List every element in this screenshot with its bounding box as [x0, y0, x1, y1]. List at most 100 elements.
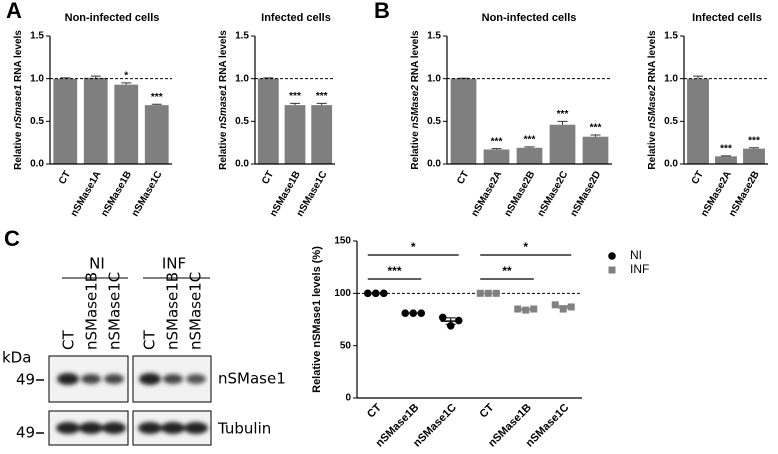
legend-marker — [608, 252, 616, 260]
label-part: nSMase2 — [647, 85, 658, 129]
bar — [516, 147, 543, 164]
marker-label: 49 — [16, 424, 35, 442]
label-part: Relative — [218, 129, 229, 170]
bar — [715, 156, 737, 164]
bar — [483, 149, 510, 164]
significance-label: *** — [557, 109, 569, 120]
chart-title: Infected cells — [261, 12, 331, 24]
x-tick-label: nSMase2A — [470, 169, 505, 218]
lane-label: CT — [60, 330, 78, 350]
y-tick-label: 0 — [345, 393, 351, 404]
y-tick-label: 100 — [334, 288, 351, 299]
error-bar — [524, 146, 535, 148]
y-tick-label: 1.0 — [427, 73, 441, 84]
y-axis-label: Relative nSmase1 RNA levels — [218, 30, 229, 170]
label-part: Relative — [647, 128, 658, 169]
x-tick-label: nSMase2D — [569, 169, 604, 218]
y-tick-label: 1.5 — [235, 31, 249, 42]
error-bar — [491, 148, 502, 150]
bar — [743, 148, 765, 164]
band-label: Tubulin — [217, 420, 271, 438]
label-part: nSmase1 — [218, 84, 229, 128]
y-tick-label: 0.5 — [427, 116, 441, 127]
significance-label: *** — [316, 91, 328, 102]
x-tick-label: nSMase1C — [130, 169, 165, 218]
x-tick-label: nSMase2B — [503, 169, 538, 218]
significance-label: *** — [387, 264, 401, 278]
x-tick-label: CT — [260, 169, 276, 186]
error-bar — [590, 134, 601, 137]
significance-label: ** — [502, 264, 512, 278]
band — [79, 422, 103, 434]
error-bar — [693, 75, 703, 79]
data-point — [551, 301, 559, 309]
band — [184, 422, 208, 434]
x-tick-label: CT — [365, 401, 384, 420]
bar — [311, 105, 333, 164]
error-bar — [290, 102, 300, 106]
y-tick-label: 150 — [334, 236, 351, 247]
panel-label: C — [4, 226, 20, 251]
bar — [53, 78, 78, 164]
y-tick-label: 50 — [340, 340, 352, 351]
y-axis-label: Relative nSMase2 RNA levels — [410, 30, 421, 170]
x-tick-label: CT — [690, 169, 706, 186]
lane-label: nSMase1C — [106, 272, 124, 350]
x-tick-label: nSMase1B — [99, 169, 134, 218]
y-tick-label: 0.0 — [664, 159, 678, 170]
bar — [687, 78, 709, 164]
y-tick-label: 1.5 — [30, 31, 44, 42]
significance-label: *** — [151, 92, 163, 103]
significance-label: *** — [720, 144, 732, 155]
band — [161, 422, 185, 434]
label-part: Relative — [410, 128, 421, 169]
significance-label: * — [523, 240, 528, 254]
bar — [144, 105, 169, 164]
y-tick-label: 0.0 — [427, 159, 441, 170]
x-tick-label: CT — [455, 169, 471, 186]
label-part: RNA levels — [647, 30, 658, 85]
x-tick-label: CT — [57, 169, 73, 186]
legend-label: NI — [630, 248, 642, 262]
blot-group: INF — [162, 255, 186, 273]
band — [81, 374, 101, 384]
bar — [284, 105, 306, 164]
significance-label: *** — [289, 91, 301, 102]
error-bar — [121, 82, 132, 85]
error-bar — [558, 305, 569, 309]
x-tick-label: CT — [478, 401, 497, 420]
bar — [450, 78, 477, 164]
bar — [257, 78, 279, 164]
significance-label: *** — [491, 136, 503, 147]
lane-labels: CT nSMase1B nSMase1C CT nSMase1B nSMase1… — [60, 272, 205, 350]
chart-title: Non-infected cells — [65, 12, 160, 24]
y-tick-label: 1.0 — [30, 73, 44, 84]
label-part: RNA levels — [13, 30, 24, 85]
y-tick-label: 0.0 — [30, 159, 44, 170]
error-bar — [151, 103, 162, 106]
unit-label: kDa — [2, 349, 31, 367]
band — [139, 373, 161, 385]
lane-label: nSMase1B — [83, 272, 101, 350]
significance-label: *** — [748, 135, 760, 146]
band — [186, 374, 206, 384]
band — [163, 374, 183, 384]
label-part: nSMase2 — [410, 85, 421, 129]
error-bar — [520, 308, 531, 311]
label-part: Relative — [13, 129, 24, 170]
y-tick-label: 0.5 — [235, 116, 249, 127]
label-part: RNA levels — [410, 30, 421, 85]
band-label: nSMase1 — [218, 370, 286, 388]
band — [57, 373, 79, 385]
y-tick-label: 1.5 — [427, 31, 441, 42]
data-point — [559, 305, 567, 313]
y-tick-label: 0.5 — [664, 116, 678, 127]
x-tick-label: nSMase1A — [69, 169, 104, 218]
error-bar — [263, 77, 274, 79]
data-point — [438, 313, 447, 322]
x-tick-label: nSMase2C — [536, 169, 571, 218]
y-tick-label: 1.5 — [664, 31, 678, 42]
y-axis-label: Relative nSmase1 RNA levels — [13, 30, 24, 170]
significance-label: *** — [590, 123, 602, 134]
